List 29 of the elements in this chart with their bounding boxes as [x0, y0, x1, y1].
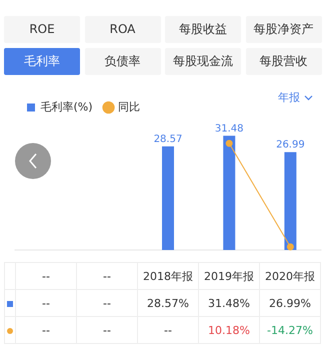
text: --	[103, 324, 111, 336]
x-tick-label: 2020年报	[260, 262, 320, 290]
text: ROA	[84, 16, 160, 43]
text: 每股收益	[165, 16, 241, 43]
data-label: 28.57	[154, 134, 182, 145]
data-label: 26.99	[276, 140, 305, 151]
text: ROE	[4, 16, 80, 43]
text: 每股现金流	[165, 48, 241, 75]
text: 每股营收	[246, 48, 322, 75]
x-tick-label: --	[76, 262, 138, 290]
x-tick-label: --	[16, 262, 76, 290]
text: 26.99%	[260, 290, 320, 316]
text: --	[42, 324, 50, 336]
text: 28.57%	[138, 290, 198, 316]
text: 每股净资产	[246, 16, 322, 43]
text: --	[76, 290, 138, 316]
data-label: 31.48	[214, 123, 244, 134]
text: 毛利率	[4, 48, 80, 75]
x-tick-label: 2018年报	[138, 262, 198, 290]
text: 年报	[278, 90, 300, 105]
x-tick-label: 2019年报	[198, 262, 260, 290]
data-label: -14.27%	[260, 316, 320, 344]
text: --	[164, 324, 172, 336]
text: 31.48%	[198, 290, 260, 316]
text: --	[16, 290, 76, 316]
text: 负债率	[84, 48, 160, 75]
legend-label: 同比	[118, 100, 140, 114]
data-label: 10.18%	[198, 316, 260, 344]
legend-label: 毛利率(%)	[40, 100, 93, 114]
